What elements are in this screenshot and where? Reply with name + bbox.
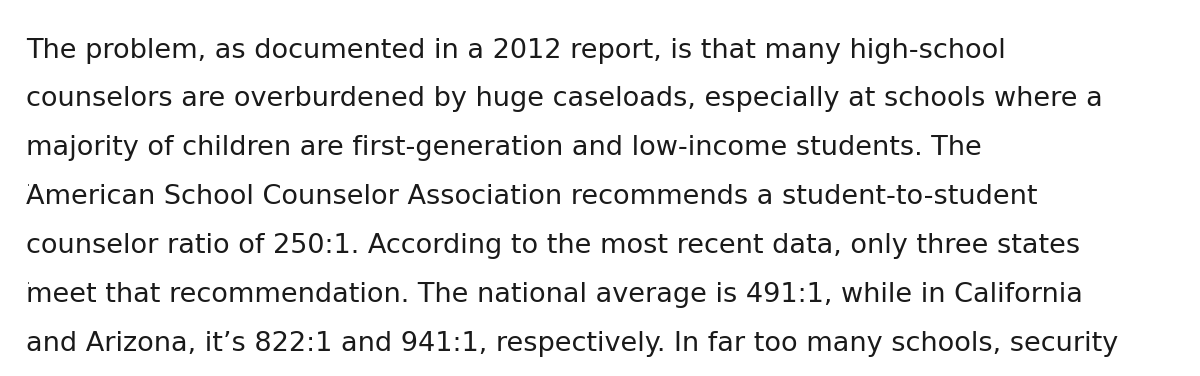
Text: majority of children are first-generation and low-income students. The: majority of children are first-generatio… bbox=[26, 135, 982, 161]
Text: meet that recommendation. The national average is 491:1, while in California: meet that recommendation. The national a… bbox=[26, 282, 1084, 308]
Text: counselor ratio of 250:1. According to the most recent data, only three states: counselor ratio of 250:1. According to t… bbox=[26, 233, 1080, 259]
Text: and Arizona, it’s 822:1 and 941:1, respectively. In far too many schools, securi: and Arizona, it’s 822:1 and 941:1, respe… bbox=[26, 331, 1118, 357]
Text: The problem, as documented in a 2012 report, is that many high-school: The problem, as documented in a 2012 rep… bbox=[26, 38, 1006, 64]
Text: counselors are overburdened by huge caseloads, especially at schools where a: counselors are overburdened by huge case… bbox=[26, 86, 1103, 112]
Text: American School Counselor Association recommends a student-to-student: American School Counselor Association re… bbox=[26, 184, 1038, 210]
